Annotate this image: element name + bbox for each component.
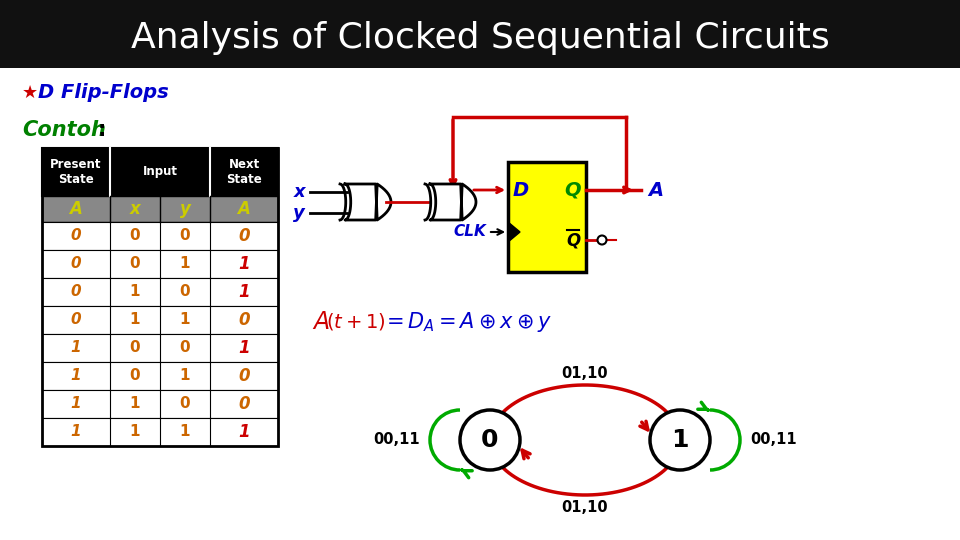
Text: 1: 1 (130, 313, 140, 327)
Text: y: y (293, 204, 305, 222)
Text: 0: 0 (238, 367, 250, 385)
FancyBboxPatch shape (42, 390, 278, 418)
Polygon shape (508, 222, 520, 242)
Text: 0: 0 (130, 256, 140, 272)
Text: 0: 0 (180, 285, 190, 300)
FancyBboxPatch shape (42, 278, 278, 306)
Text: 0: 0 (180, 341, 190, 355)
Text: D: D (513, 180, 529, 199)
Text: 1: 1 (130, 285, 140, 300)
Polygon shape (430, 184, 476, 220)
Text: $(t+1)$: $(t+1)$ (326, 312, 386, 333)
Text: Q: Q (566, 231, 580, 249)
Text: 37 / 60: 37 / 60 (892, 521, 940, 535)
Text: x: x (130, 200, 140, 218)
Text: Q: Q (564, 180, 582, 199)
FancyBboxPatch shape (42, 362, 278, 390)
FancyBboxPatch shape (508, 162, 586, 272)
Circle shape (460, 410, 520, 470)
Text: Present
State: Present State (50, 158, 102, 186)
Circle shape (597, 235, 607, 245)
Circle shape (650, 410, 710, 470)
Text: 00,11: 00,11 (373, 433, 420, 448)
Text: 1: 1 (71, 396, 82, 411)
Text: $A$: $A$ (312, 310, 330, 334)
Text: 0: 0 (71, 256, 82, 272)
Text: 1: 1 (180, 256, 190, 272)
Text: 1: 1 (180, 424, 190, 440)
Text: 0: 0 (238, 311, 250, 329)
Text: 0: 0 (180, 228, 190, 244)
Text: 1: 1 (238, 423, 250, 441)
Text: 0: 0 (71, 228, 82, 244)
Text: $= D_A = A \oplus x \oplus y$: $= D_A = A \oplus x \oplus y$ (382, 310, 552, 334)
FancyBboxPatch shape (42, 148, 278, 196)
Text: A: A (648, 180, 663, 199)
Text: ★: ★ (22, 84, 38, 102)
Text: x: x (294, 183, 305, 201)
Text: 1: 1 (238, 255, 250, 273)
Text: 0: 0 (238, 395, 250, 413)
Text: 1: 1 (71, 424, 82, 440)
Text: 0: 0 (71, 313, 82, 327)
Text: 0: 0 (481, 428, 499, 452)
Text: 1: 1 (71, 341, 82, 355)
Text: 1: 1 (130, 396, 140, 411)
FancyBboxPatch shape (0, 0, 960, 68)
FancyBboxPatch shape (42, 418, 278, 446)
Text: 0: 0 (130, 341, 140, 355)
FancyBboxPatch shape (42, 334, 278, 362)
Text: Input: Input (142, 165, 178, 179)
Text: 0: 0 (130, 228, 140, 244)
Text: 1: 1 (130, 424, 140, 440)
Text: D Flip-Flops: D Flip-Flops (38, 84, 169, 103)
FancyBboxPatch shape (42, 306, 278, 334)
Text: Contoh: Contoh (22, 120, 106, 140)
Text: :: : (98, 120, 107, 140)
Text: 1: 1 (238, 283, 250, 301)
FancyBboxPatch shape (42, 222, 278, 250)
Text: 1: 1 (180, 368, 190, 383)
Text: 1: 1 (671, 428, 688, 452)
Text: 1: 1 (238, 339, 250, 357)
Text: 0: 0 (71, 285, 82, 300)
Text: 0: 0 (130, 368, 140, 383)
Text: y: y (180, 200, 190, 218)
Text: A: A (69, 200, 83, 218)
FancyBboxPatch shape (42, 196, 278, 222)
Text: Next
State: Next State (227, 158, 262, 186)
Text: 1: 1 (71, 368, 82, 383)
Text: Analysis of Clocked Sequential Circuits: Analysis of Clocked Sequential Circuits (131, 21, 829, 55)
Text: 01,10: 01,10 (562, 500, 609, 515)
Text: CLK: CLK (453, 225, 486, 240)
Text: 01,10: 01,10 (562, 366, 609, 381)
FancyBboxPatch shape (42, 250, 278, 278)
Polygon shape (345, 184, 391, 220)
FancyBboxPatch shape (0, 68, 960, 540)
Text: 0: 0 (180, 396, 190, 411)
Text: A: A (237, 200, 251, 218)
Text: 00,11: 00,11 (750, 433, 797, 448)
Text: 0: 0 (238, 227, 250, 245)
Text: 1: 1 (180, 313, 190, 327)
